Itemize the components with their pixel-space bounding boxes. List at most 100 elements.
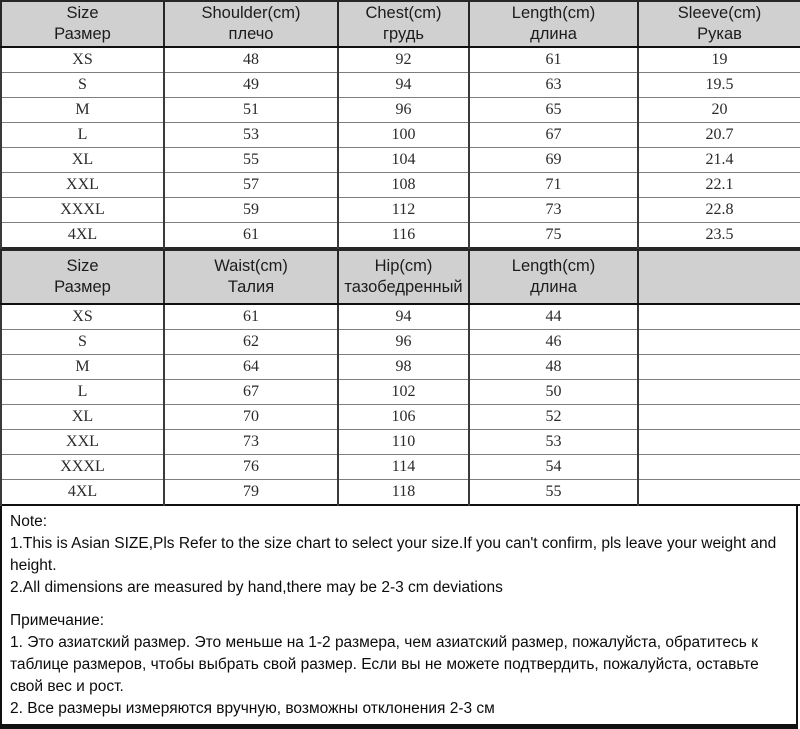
measurement-cell: 114 [337, 454, 470, 480]
col-header-chest: Chest(cm) грудь [337, 0, 470, 48]
measurement-cell: 53 [468, 429, 639, 455]
table-row: 4XL 61 116 75 23.5 [0, 222, 800, 248]
col-header-en: Sleeve(cm) [677, 4, 762, 22]
table-row: L 53 100 67 20.7 [0, 122, 800, 148]
col-header-ru: Талия [227, 278, 275, 296]
measurement-cell: 118 [337, 479, 470, 505]
note-line-ru: 2. Все размеры измеряются вручную, возмо… [10, 700, 495, 717]
table-row: M 64 98 48 [0, 354, 800, 380]
measurement-cell: 50 [468, 379, 639, 405]
measurement-cell: 69 [468, 147, 639, 173]
col-header-ru: Размер [54, 25, 111, 43]
measurement-cell: 51 [163, 97, 339, 123]
measurement-cell: 70 [163, 404, 339, 430]
col-header-waist: Waist(cm) Талия [163, 249, 339, 305]
col-header-ru: Размер [54, 278, 111, 296]
measurement-cell: 21.4 [637, 147, 800, 173]
col-header-en: Size [66, 4, 99, 22]
col-header-ru: Рукав [697, 25, 742, 43]
note-title-ru: Примечание: [10, 612, 105, 629]
measurement-cell: 62 [163, 329, 339, 355]
measurement-cell: 112 [337, 197, 470, 223]
header-row: Size Размер Waist(cm) Талия Hip(cm) тазо… [0, 249, 800, 305]
measurement-cell: 75 [468, 222, 639, 248]
note-line-ru: 1. Это азиатский размер. Это меньше на 1… [10, 634, 759, 695]
measurement-cell: 67 [163, 379, 339, 405]
size-cell: XS [0, 46, 165, 73]
col-header-en: Length(cm) [511, 4, 596, 22]
col-header-size: Size Размер [0, 0, 165, 48]
col-header-ru: длина [530, 278, 577, 296]
size-cell: 4XL [0, 222, 165, 248]
measurement-cell [637, 479, 800, 505]
measurement-cell: 53 [163, 122, 339, 148]
table-row: 4XL 79 118 55 [0, 479, 800, 505]
note-title-en: Note: [10, 513, 48, 530]
note-line-en: 1.This is Asian SIZE,Pls Refer to the si… [10, 535, 777, 574]
measurement-cell [637, 379, 800, 405]
measurement-cell: 19.5 [637, 72, 800, 98]
col-header-en: Chest(cm) [365, 4, 442, 22]
table-row: S 62 96 46 [0, 329, 800, 355]
size-cell: L [0, 379, 165, 405]
measurement-cell: 94 [337, 72, 470, 98]
measurement-cell: 57 [163, 172, 339, 198]
measurement-cell [637, 429, 800, 455]
measurement-cell: 52 [468, 404, 639, 430]
size-cell: XXL [0, 172, 165, 198]
measurement-cell: 64 [163, 354, 339, 380]
measurement-cell: 46 [468, 329, 639, 355]
measurement-cell: 59 [163, 197, 339, 223]
measurement-cell: 104 [337, 147, 470, 173]
size-cell: M [0, 354, 165, 380]
measurement-cell: 100 [337, 122, 470, 148]
measurement-cell [637, 404, 800, 430]
col-header-en: Shoulder(cm) [201, 4, 301, 22]
measurement-cell: 20.7 [637, 122, 800, 148]
measurement-cell: 49 [163, 72, 339, 98]
header-row: Size Размер Shoulder(cm) плечо Chest(cm)… [0, 0, 800, 48]
measurement-cell: 76 [163, 454, 339, 480]
note-line-en: 2.All dimensions are measured by hand,th… [10, 579, 503, 596]
size-cell: L [0, 122, 165, 148]
table-row: XL 55 104 69 21.4 [0, 147, 800, 173]
bottom-measurements-table: Size Размер Waist(cm) Талия Hip(cm) тазо… [0, 249, 800, 506]
size-cell: XL [0, 147, 165, 173]
table-row: XXXL 59 112 73 22.8 [0, 197, 800, 223]
size-cell: XXXL [0, 197, 165, 223]
col-header-ru: плечо [228, 25, 274, 43]
col-header-hip: Hip(cm) тазобедренный [337, 249, 470, 305]
table-row: XXXL 76 114 54 [0, 454, 800, 480]
size-cell: XXL [0, 429, 165, 455]
size-cell: S [0, 329, 165, 355]
table-row: XXL 57 108 71 22.1 [0, 172, 800, 198]
measurement-cell: 94 [337, 303, 470, 330]
measurement-cell: 116 [337, 222, 470, 248]
measurement-cell: 61 [163, 303, 339, 330]
measurement-cell: 55 [163, 147, 339, 173]
size-cell: XL [0, 404, 165, 430]
measurement-cell: 92 [337, 46, 470, 73]
measurement-cell: 110 [337, 429, 470, 455]
measurement-cell: 102 [337, 379, 470, 405]
measurement-cell: 48 [163, 46, 339, 73]
table-row: L 67 102 50 [0, 379, 800, 405]
measurement-cell: 106 [337, 404, 470, 430]
size-cell: XS [0, 303, 165, 330]
measurement-cell: 71 [468, 172, 639, 198]
col-header-ru: грудь [383, 25, 424, 43]
notes-section: Note: 1.This is Asian SIZE,Pls Refer to … [0, 506, 798, 729]
col-header-size: Size Размер [0, 249, 165, 305]
measurement-cell: 61 [468, 46, 639, 73]
col-header-length: Length(cm) длина [468, 0, 639, 48]
measurement-cell: 55 [468, 479, 639, 505]
table-row: XS 61 94 44 [0, 303, 800, 330]
measurement-cell: 19 [637, 46, 800, 73]
col-header-shoulder: Shoulder(cm) плечо [163, 0, 339, 48]
measurement-cell: 67 [468, 122, 639, 148]
measurement-cell: 96 [337, 329, 470, 355]
measurement-cell: 48 [468, 354, 639, 380]
size-cell: XXXL [0, 454, 165, 480]
size-cell: M [0, 97, 165, 123]
